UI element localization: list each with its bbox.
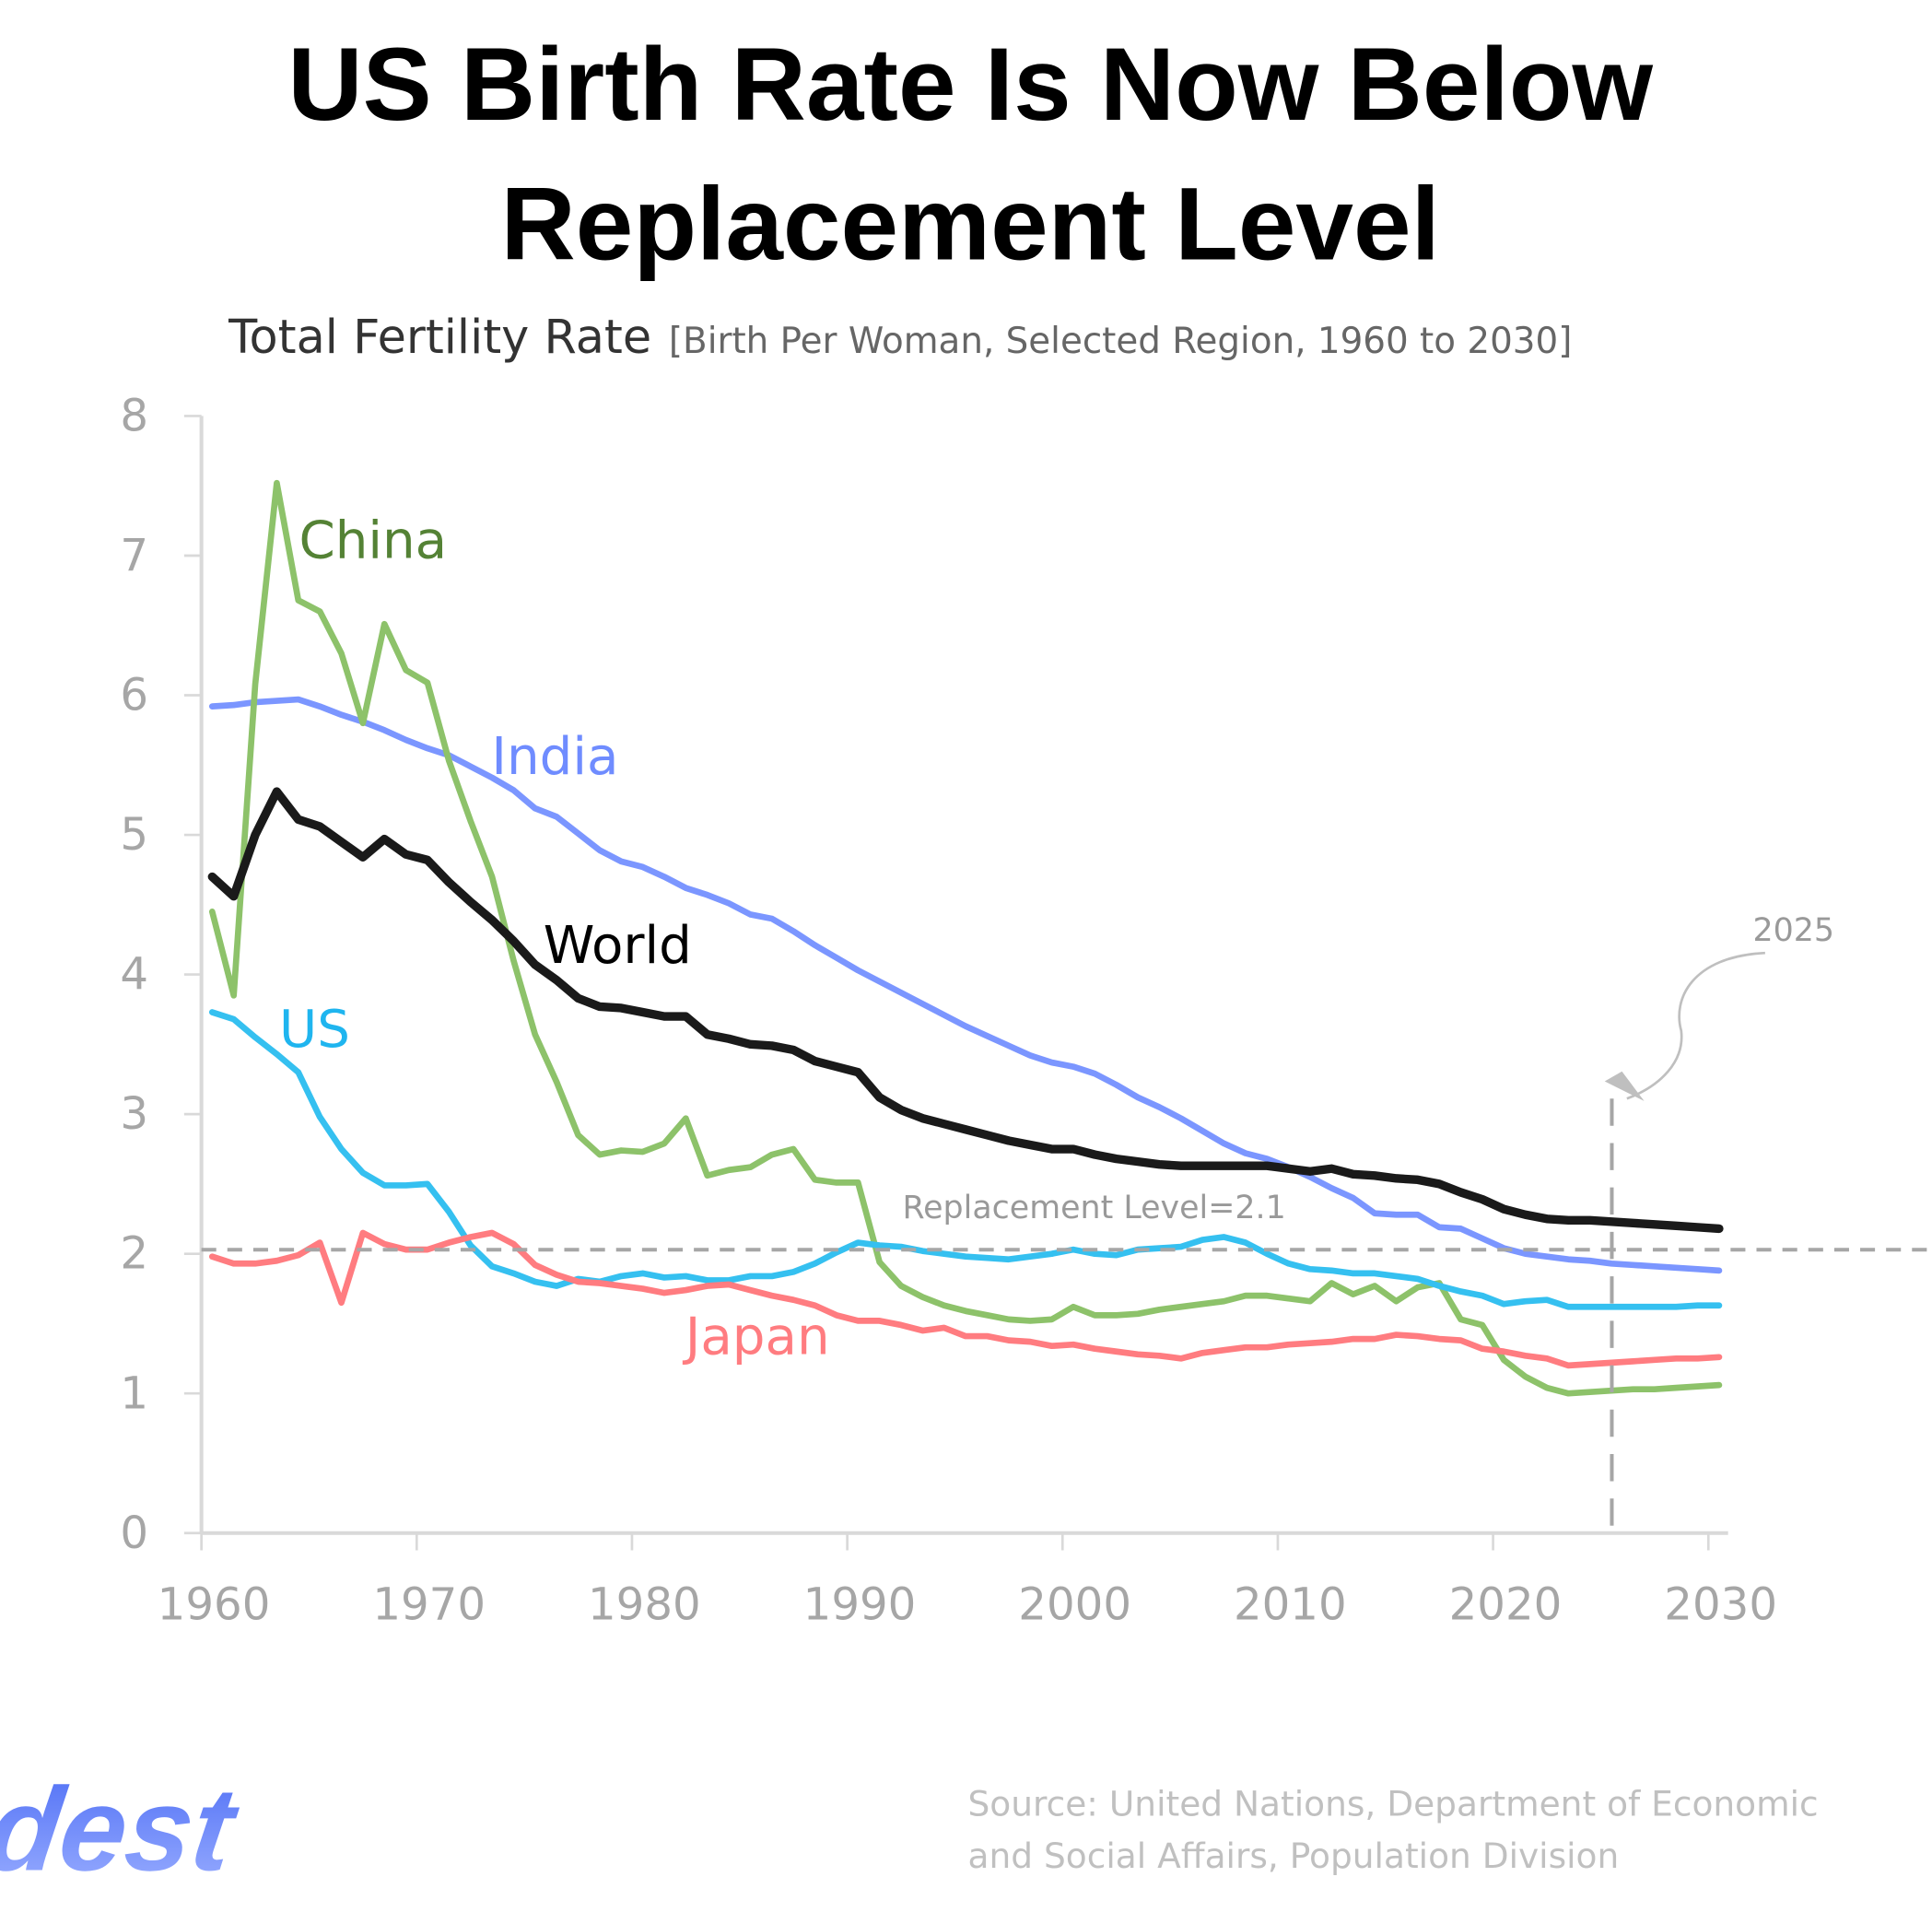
series-line-us [208,1009,1723,1310]
year-2025-label: 2025 [1752,912,1834,949]
y-tick-label: 4 [120,949,148,1001]
subtitle-main: Total Fertility Rate [228,311,651,365]
series-line-world [207,787,1724,1234]
x-tick-label: 2020 [1449,1579,1563,1631]
x-tick-label: 2030 [1664,1579,1777,1631]
series-label-world: World [544,916,692,976]
y-tick-label: 8 [120,391,148,442]
series-lines [207,479,1724,1397]
chart-subtitle: Total Fertility Rate [Birth Per Woman, S… [228,311,1572,365]
replacement-level-label: Replacement Level=2.1 [903,1190,1286,1226]
source-line2: and Social Affairs, Population Division [968,1836,1620,1876]
chart-title-line2: Replacement Level [501,165,1440,281]
series-label-us: US [279,1000,350,1060]
source-line1: Source: United Nations, Department of Ec… [968,1784,1819,1824]
annotations: Replacement Level=2.1 2025 China India World… [201,510,1932,1541]
yodest-logo: Yodest [0,1764,246,1895]
logo: Yodest [0,1764,246,1895]
x-tick-label: 1960 [158,1579,271,1631]
y-tick-label: 6 [120,670,148,721]
axes: 0 1 2 3 4 5 6 7 8 1960 1970 1980 1990 2000 2010 2020 203… [120,391,1777,1631]
y-tick-label: 7 [120,530,148,581]
subtitle-detail: [Birth Per Woman, Selected Region, 1960 … [669,321,1572,362]
series-line-india [208,696,1723,1274]
y-tick-label: 5 [120,809,148,861]
x-tick-label: 2000 [1018,1579,1131,1631]
y-tick-label: 3 [120,1088,148,1140]
x-tick-label: 1970 [372,1579,486,1631]
series-label-china: China [299,510,447,570]
arrowhead-icon [1604,1071,1645,1101]
x-tick-label: 1990 [803,1579,917,1631]
y-tick-label: 0 [120,1507,148,1559]
x-tick-label: 1980 [588,1579,701,1631]
y-tick-label: 1 [120,1367,148,1419]
y-tick-label: 2 [120,1228,148,1280]
series-label-japan: Japan [683,1308,830,1367]
series-label-india: India [491,727,618,787]
series-line-china [208,479,1723,1397]
series-line-japan [208,1229,1723,1369]
chart-title-line1: US Birth Rate Is Now Below [287,26,1653,142]
curved-arrow-icon [1626,951,1765,1100]
x-tick-label: 2010 [1234,1579,1347,1631]
